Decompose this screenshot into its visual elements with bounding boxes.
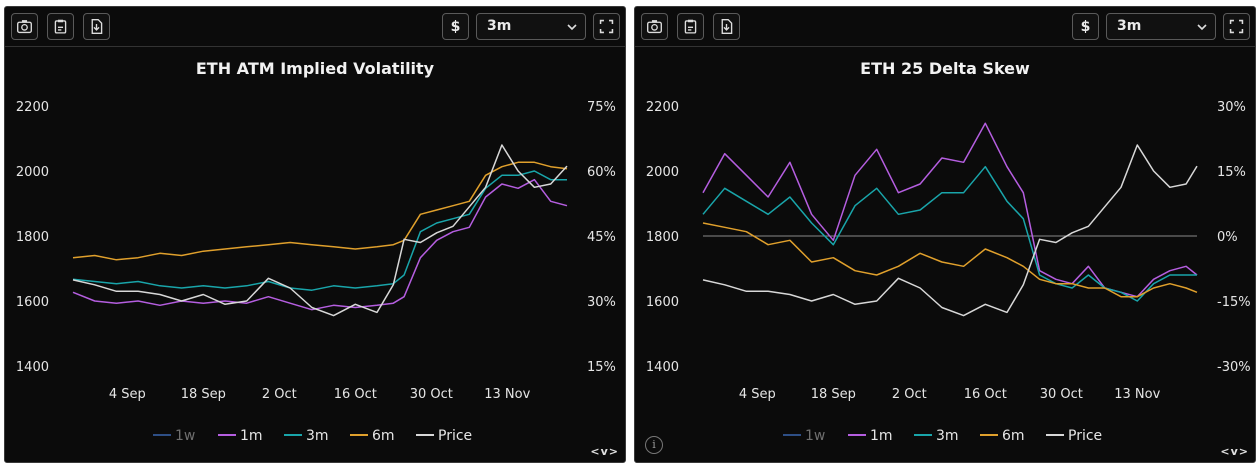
range-select-value: 3m <box>487 18 512 34</box>
legend-label: 6m <box>372 428 395 444</box>
y-left-tick-label: 2200 <box>646 100 679 115</box>
legend-label: 6m <box>1002 428 1025 444</box>
y-right-tick-label: 15% <box>1217 165 1246 180</box>
y-left-tick-label: 1800 <box>646 230 679 245</box>
legend-item-1m: 1m <box>848 428 893 444</box>
nav-arrows[interactable]: <v> <box>590 445 619 458</box>
y-left-tick-label: 1800 <box>16 230 49 245</box>
y-right-tick-label: 30% <box>587 295 616 310</box>
legend-item-1w: 1w <box>153 428 195 444</box>
legend-label: Price <box>438 428 472 444</box>
x-tick-label: 16 Oct <box>334 387 377 402</box>
legend-label: 1w <box>175 428 195 444</box>
y-left-tick-label: 1600 <box>16 295 49 310</box>
y-left-tick-label: 1400 <box>16 360 49 375</box>
legend-item-6m: 6m <box>350 428 395 444</box>
legend-label: 3m <box>936 428 959 444</box>
legend-item-1w: 1w <box>783 428 825 444</box>
legend-label: 1m <box>240 428 263 444</box>
chart-panel-atm-iv: $ 3m ETH ATM Implied Volatility 2200 2000 1… <box>4 6 626 463</box>
chart-25d-skew: ETH 25 Delta Skew 2200 2000 1800 1600 1400 30%… <box>646 59 1251 444</box>
y-right-tick-label: 75% <box>587 100 616 115</box>
y-left-tick-label: 1600 <box>646 295 679 310</box>
x-tick-label: 18 Sep <box>181 387 226 402</box>
y-right-tick-label: 45% <box>587 230 616 245</box>
chart-panel-25d-skew: $ 3m ETH 25 Delta Skew 2200 2000 1800 1600 14… <box>634 6 1256 463</box>
y-left-tick-label: 1400 <box>646 360 679 375</box>
range-select[interactable]: 3m <box>1106 13 1216 40</box>
legend-item-price: Price <box>1046 428 1102 444</box>
legend-item-3m: 3m <box>284 428 329 444</box>
download-icon[interactable] <box>83 13 110 40</box>
chart-title: ETH 25 Delta Skew <box>860 59 1030 78</box>
chevron-down-icon <box>567 24 577 31</box>
x-tick-label: 2 Oct <box>262 387 297 402</box>
y-left-tick-label: 2000 <box>646 165 679 180</box>
fullscreen-icon[interactable] <box>593 13 620 40</box>
series-line-6m <box>702 222 1198 298</box>
info-icon[interactable]: i <box>645 436 663 454</box>
legend-item-1m: 1m <box>218 428 263 444</box>
chart-atm-iv: ETH ATM Implied Volatility 2200 2000 1800 16… <box>16 59 616 444</box>
currency-label: $ <box>450 18 461 35</box>
currency-button[interactable]: $ <box>1072 13 1099 40</box>
chart-title: ETH ATM Implied Volatility <box>196 59 435 78</box>
y-right-tick-label: 15% <box>587 360 616 375</box>
download-icon[interactable] <box>713 13 740 40</box>
y-right-tick-label: -15% <box>1217 295 1251 310</box>
series-line-1m <box>72 178 568 311</box>
legend-item-6m: 6m <box>980 428 1025 444</box>
x-tick-label: 4 Sep <box>109 387 146 402</box>
chevron-down-icon <box>1197 24 1207 31</box>
y-left-tick-label: 2200 <box>16 100 49 115</box>
nav-arrows[interactable]: <v> <box>1220 445 1249 458</box>
legend-label: 1w <box>805 428 825 444</box>
camera-icon[interactable] <box>11 13 38 40</box>
currency-button[interactable]: $ <box>442 13 469 40</box>
x-tick-label: 16 Oct <box>964 387 1007 402</box>
clipboard-icon[interactable] <box>677 13 704 40</box>
camera-icon[interactable] <box>641 13 668 40</box>
series-line-6m <box>72 161 568 261</box>
legend-label: 3m <box>306 428 329 444</box>
series-line-3m <box>72 170 567 291</box>
clipboard-icon[interactable] <box>47 13 74 40</box>
range-select-value: 3m <box>1117 18 1142 34</box>
currency-label: $ <box>1080 18 1091 35</box>
series-line-3m <box>702 165 1197 302</box>
y-right-tick-label: -30% <box>1217 360 1251 375</box>
series-line-price <box>702 144 1198 317</box>
x-tick-label: 30 Oct <box>410 387 453 402</box>
x-tick-label: 18 Sep <box>811 387 856 402</box>
series-line-price <box>72 144 568 317</box>
range-select[interactable]: 3m <box>476 13 586 40</box>
chart-toolbar: $ 3m <box>635 7 1255 47</box>
legend-label: 1m <box>870 428 893 444</box>
legend-item-3m: 3m <box>914 428 959 444</box>
x-tick-label: 2 Oct <box>892 387 927 402</box>
x-tick-label: 4 Sep <box>739 387 776 402</box>
chart-toolbar: $ 3m <box>5 7 625 47</box>
y-left-tick-label: 2000 <box>16 165 49 180</box>
legend-label: Price <box>1068 428 1102 444</box>
series-line-1m <box>702 122 1198 298</box>
fullscreen-icon[interactable] <box>1223 13 1250 40</box>
x-tick-label: 30 Oct <box>1040 387 1083 402</box>
x-tick-label: 13 Nov <box>484 387 530 402</box>
x-tick-label: 13 Nov <box>1114 387 1160 402</box>
y-right-tick-label: 60% <box>587 165 616 180</box>
legend-item-price: Price <box>416 428 472 444</box>
y-right-tick-label: 30% <box>1217 100 1246 115</box>
y-right-tick-label: 0% <box>1217 230 1238 245</box>
